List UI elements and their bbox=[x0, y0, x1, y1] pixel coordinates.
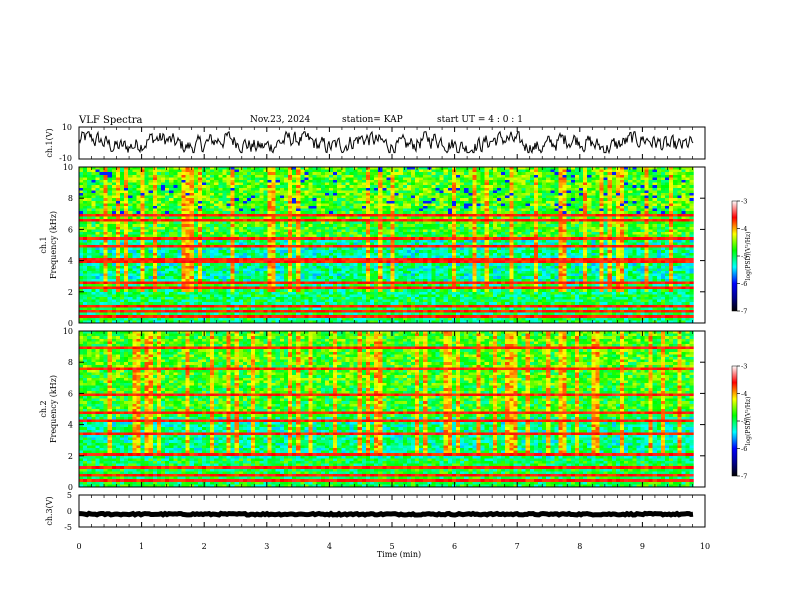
ch1-waveform-trace bbox=[78, 130, 694, 155]
colorbar-tick-label: -6 bbox=[741, 445, 747, 453]
x-tick-label: 2 bbox=[202, 542, 207, 551]
y-tick-label: 0 bbox=[68, 483, 73, 492]
ch2-spectrogram-ylabel-channel: ch.2 bbox=[39, 400, 48, 417]
ch1-waveform-panel: 10 -10 ch.1(V) bbox=[45, 123, 706, 163]
colorbar-tick-label: -7 bbox=[741, 473, 747, 481]
ch1-spectrogram-ylabel-frequency: Frequency (kHz) bbox=[49, 211, 58, 279]
y-tick-label: 10 bbox=[63, 327, 73, 336]
y-tick-label: 4 bbox=[68, 421, 73, 430]
ch1-spectrogram-ylabel-channel: ch.1 bbox=[39, 236, 48, 253]
ch2-colorbar: -3 -4 -5 -6 -7 log(PSD)(V²/Hz) bbox=[731, 363, 752, 481]
ch3-ylabel: ch.3(V) bbox=[45, 496, 54, 525]
y-tick-label: 6 bbox=[68, 389, 73, 398]
ch1-ylabel: ch.1(V) bbox=[45, 128, 54, 157]
y-tick-label: 8 bbox=[68, 358, 73, 367]
ch1-colorbar-label: log(PSD)(V²/Hz) bbox=[745, 232, 752, 281]
colorbar-tick-label: -6 bbox=[741, 280, 747, 288]
ch3-ytick-mid: 0 bbox=[67, 507, 72, 516]
y-tick-label: 2 bbox=[68, 452, 73, 461]
x-tick-label: 8 bbox=[577, 542, 582, 551]
start-time-label: start UT = 4 : 0 : 1 bbox=[437, 115, 523, 125]
ch3-ytick-top: 5 bbox=[67, 491, 72, 500]
colorbar-tick-label: -3 bbox=[741, 363, 747, 371]
y-tick-label: 10 bbox=[63, 163, 73, 172]
x-tick-label: 10 bbox=[700, 542, 710, 551]
ch2-spectrogram-ylabel-frequency: Frequency (kHz) bbox=[49, 375, 58, 443]
ch3-waveform-trace bbox=[79, 510, 694, 518]
ch1-colorbar: -3 -4 -5 -6 -7 log(PSD)(V²/Hz) bbox=[731, 198, 752, 316]
time-axis-ticks: 0 1 2 3 4 5 6 7 8 9 10 bbox=[76, 127, 710, 551]
ch1-spectrogram-image bbox=[79, 167, 694, 323]
x-tick-label: 4 bbox=[327, 542, 332, 551]
time-axis-label: Time (min) bbox=[377, 550, 421, 559]
date-label: Nov.23, 2024 bbox=[250, 115, 311, 125]
x-tick-label: 6 bbox=[452, 542, 457, 551]
figure-title: VLF Spectra bbox=[78, 115, 143, 126]
y-tick-label: 2 bbox=[68, 288, 73, 297]
y-tick-label: 4 bbox=[68, 257, 73, 266]
x-tick-label: 1 bbox=[139, 542, 144, 551]
colorbar-tick-label: -4 bbox=[741, 225, 747, 233]
colorbar-tick-label: -3 bbox=[741, 198, 747, 206]
colorbar-tick-label: -7 bbox=[741, 308, 747, 316]
x-tick-label: 0 bbox=[76, 542, 81, 551]
ch3-ytick-bottom: -5 bbox=[64, 523, 72, 532]
ch2-colorbar-label: log(PSD)(V²/Hz) bbox=[745, 397, 752, 446]
colorbar-tick-label: -5 bbox=[741, 253, 747, 261]
x-tick-label: 5 bbox=[389, 542, 394, 551]
station-label: station= KAP bbox=[342, 115, 403, 125]
colorbar-tick-label: -5 bbox=[741, 418, 747, 426]
ch3-waveform-panel: 5 0 -5 ch.3(V) bbox=[45, 491, 706, 532]
x-tick-label: 7 bbox=[515, 542, 520, 551]
ch1-ytick-bottom: -10 bbox=[59, 154, 72, 163]
y-tick-label: 8 bbox=[68, 194, 73, 203]
y-tick-label: 6 bbox=[68, 225, 73, 234]
ch1-spectrogram-panel: 0 2 4 6 8 10 ch.1 Frequency (kHz) bbox=[39, 163, 706, 328]
y-tick-label: 0 bbox=[68, 319, 73, 328]
x-tick-label: 3 bbox=[264, 542, 269, 551]
ch1-ytick-top: 10 bbox=[62, 123, 72, 132]
x-tick-label: 9 bbox=[640, 542, 645, 551]
colorbar-tick-label: -4 bbox=[741, 390, 747, 398]
ch2-spectrogram-image bbox=[79, 331, 694, 487]
ch2-spectrogram-panel: 0 2 4 6 8 10 ch.2 Frequency (kHz) bbox=[39, 327, 706, 492]
